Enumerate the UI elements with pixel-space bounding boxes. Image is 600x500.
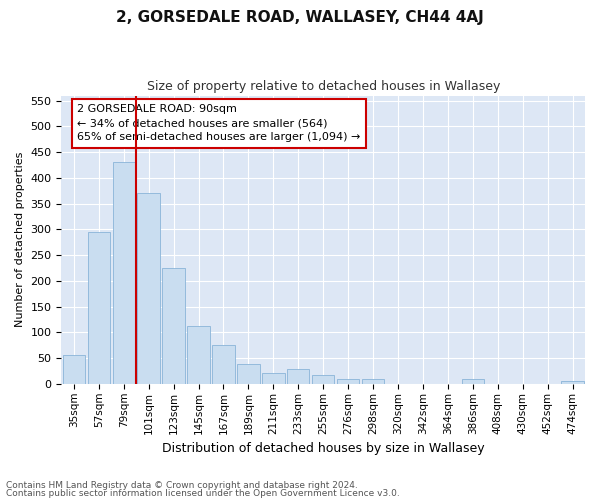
Text: Contains public sector information licensed under the Open Government Licence v3: Contains public sector information licen… [6, 488, 400, 498]
Bar [461, 380, 484, 384]
Bar [88, 232, 110, 384]
Bar [262, 373, 284, 384]
Title: Size of property relative to detached houses in Wallasey: Size of property relative to detached ho… [146, 80, 500, 93]
Y-axis label: Number of detached properties: Number of detached properties [15, 152, 25, 328]
Bar [212, 346, 235, 384]
Bar [287, 369, 310, 384]
Bar [62, 354, 85, 384]
Bar [163, 268, 185, 384]
Bar [187, 326, 210, 384]
Bar [312, 375, 334, 384]
Bar [237, 364, 260, 384]
Bar [562, 382, 584, 384]
Bar [362, 380, 384, 384]
X-axis label: Distribution of detached houses by size in Wallasey: Distribution of detached houses by size … [162, 442, 485, 455]
Bar [113, 162, 135, 384]
Text: Contains HM Land Registry data © Crown copyright and database right 2024.: Contains HM Land Registry data © Crown c… [6, 481, 358, 490]
Text: 2, GORSEDALE ROAD, WALLASEY, CH44 4AJ: 2, GORSEDALE ROAD, WALLASEY, CH44 4AJ [116, 10, 484, 25]
Bar [137, 194, 160, 384]
Bar [337, 380, 359, 384]
Text: 2 GORSEDALE ROAD: 90sqm
← 34% of detached houses are smaller (564)
65% of semi-d: 2 GORSEDALE ROAD: 90sqm ← 34% of detache… [77, 104, 361, 142]
